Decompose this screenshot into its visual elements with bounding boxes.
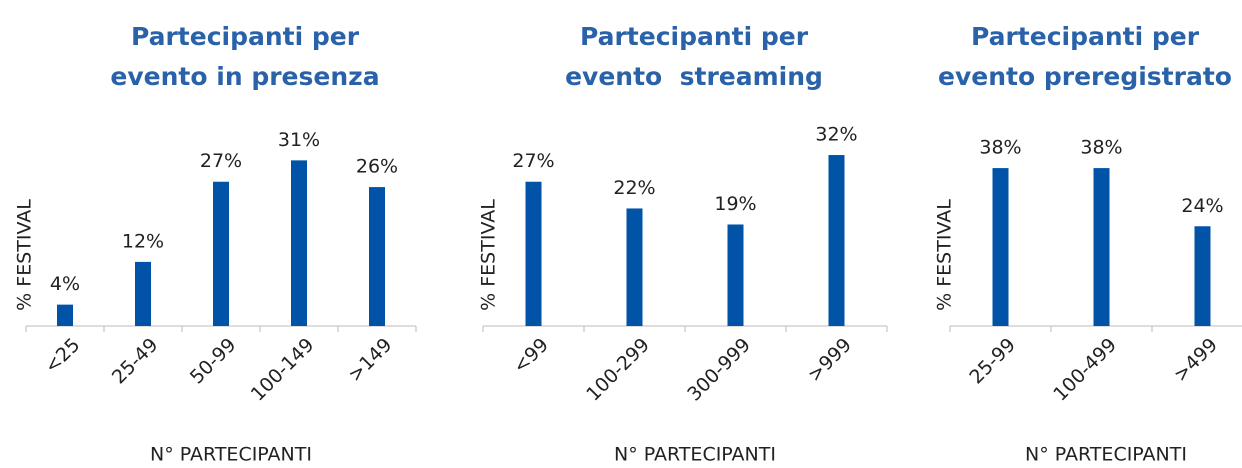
bar — [626, 208, 643, 326]
x-tick-label: >999 — [803, 334, 855, 386]
data-label: 27% — [200, 150, 242, 172]
chart-title: Partecipanti per — [131, 22, 360, 51]
bar — [369, 187, 385, 326]
x-tick-label: >499 — [1169, 334, 1221, 386]
x-tick-label: 100-499 — [1049, 334, 1121, 406]
x-tick-label: 100-299 — [582, 334, 654, 406]
x-tick-label: 300-999 — [683, 334, 755, 406]
data-label: 26% — [356, 156, 398, 178]
x-axis-label: N° PARTECIPANTI — [614, 444, 776, 466]
y-axis-label: % FESTIVAL — [934, 199, 956, 311]
chart-title: Partecipanti per — [580, 22, 809, 51]
data-label: 32% — [815, 124, 857, 146]
chart-title: evento preregistrato — [938, 62, 1232, 91]
data-label: 22% — [613, 177, 655, 199]
y-axis-label: % FESTIVAL — [14, 199, 36, 311]
data-label: 19% — [714, 193, 756, 215]
x-tick-label: >149 — [344, 334, 396, 386]
data-label: 24% — [1181, 195, 1223, 217]
x-tick-label: 25-49 — [108, 334, 163, 389]
bar — [992, 168, 1009, 326]
x-tick-label: <25 — [41, 334, 85, 378]
chart-title: evento streaming — [565, 62, 823, 91]
bar — [828, 155, 845, 326]
bar — [213, 181, 229, 326]
bar — [291, 160, 307, 326]
data-label: 38% — [979, 137, 1021, 159]
bar — [1093, 168, 1110, 326]
x-tick-label: 25-99 — [965, 334, 1020, 389]
data-label: 38% — [1080, 137, 1122, 159]
x-axis-label: N° PARTECIPANTI — [1025, 444, 1187, 466]
data-label: 12% — [122, 230, 164, 252]
data-label: 27% — [512, 150, 554, 172]
data-label: 4% — [50, 273, 80, 295]
x-tick-label: 100-149 — [247, 334, 319, 406]
x-tick-label: 50-99 — [186, 334, 241, 389]
x-tick-label: <99 — [509, 334, 553, 378]
chart-title: evento in presenza — [110, 62, 379, 91]
y-axis-label: % FESTIVAL — [478, 199, 500, 311]
x-axis-label: N° PARTECIPANTI — [150, 444, 312, 466]
bar — [727, 224, 744, 326]
bar — [525, 181, 542, 326]
bar — [57, 304, 73, 326]
bar — [1194, 226, 1211, 326]
chart-title: Partecipanti per — [971, 22, 1200, 51]
data-label: 31% — [278, 129, 320, 151]
bar — [135, 261, 151, 326]
